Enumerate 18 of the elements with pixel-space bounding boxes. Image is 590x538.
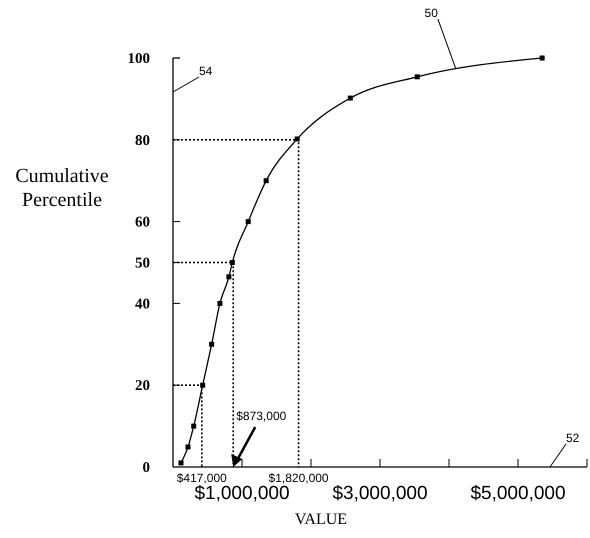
- annotation: 52: [566, 431, 580, 445]
- annotation: $417,000: [176, 471, 228, 485]
- x-tick-label: $1,000,000: [194, 483, 290, 504]
- y-tick-label: 80: [135, 132, 150, 149]
- y-axis-title: Cumulative Percentile: [15, 165, 109, 211]
- x-tick-label: $5,000,000: [470, 483, 566, 504]
- y-tick-label: 60: [135, 214, 150, 231]
- y-tick-label: 40: [135, 296, 150, 312]
- y-tick-label: 0: [142, 460, 150, 476]
- annotation: $1,820,000: [268, 471, 329, 485]
- y-tick-label: 100: [128, 51, 150, 67]
- annotation: $873,000: [236, 409, 287, 423]
- annotation: 50: [424, 6, 438, 20]
- x-axis-title: VALUE: [294, 511, 348, 528]
- annotation: 54: [199, 64, 213, 78]
- x-tick-label: $3,000,000: [332, 483, 428, 504]
- y-tick-label: 20: [135, 378, 150, 394]
- y-tick-label: 50: [135, 256, 150, 272]
